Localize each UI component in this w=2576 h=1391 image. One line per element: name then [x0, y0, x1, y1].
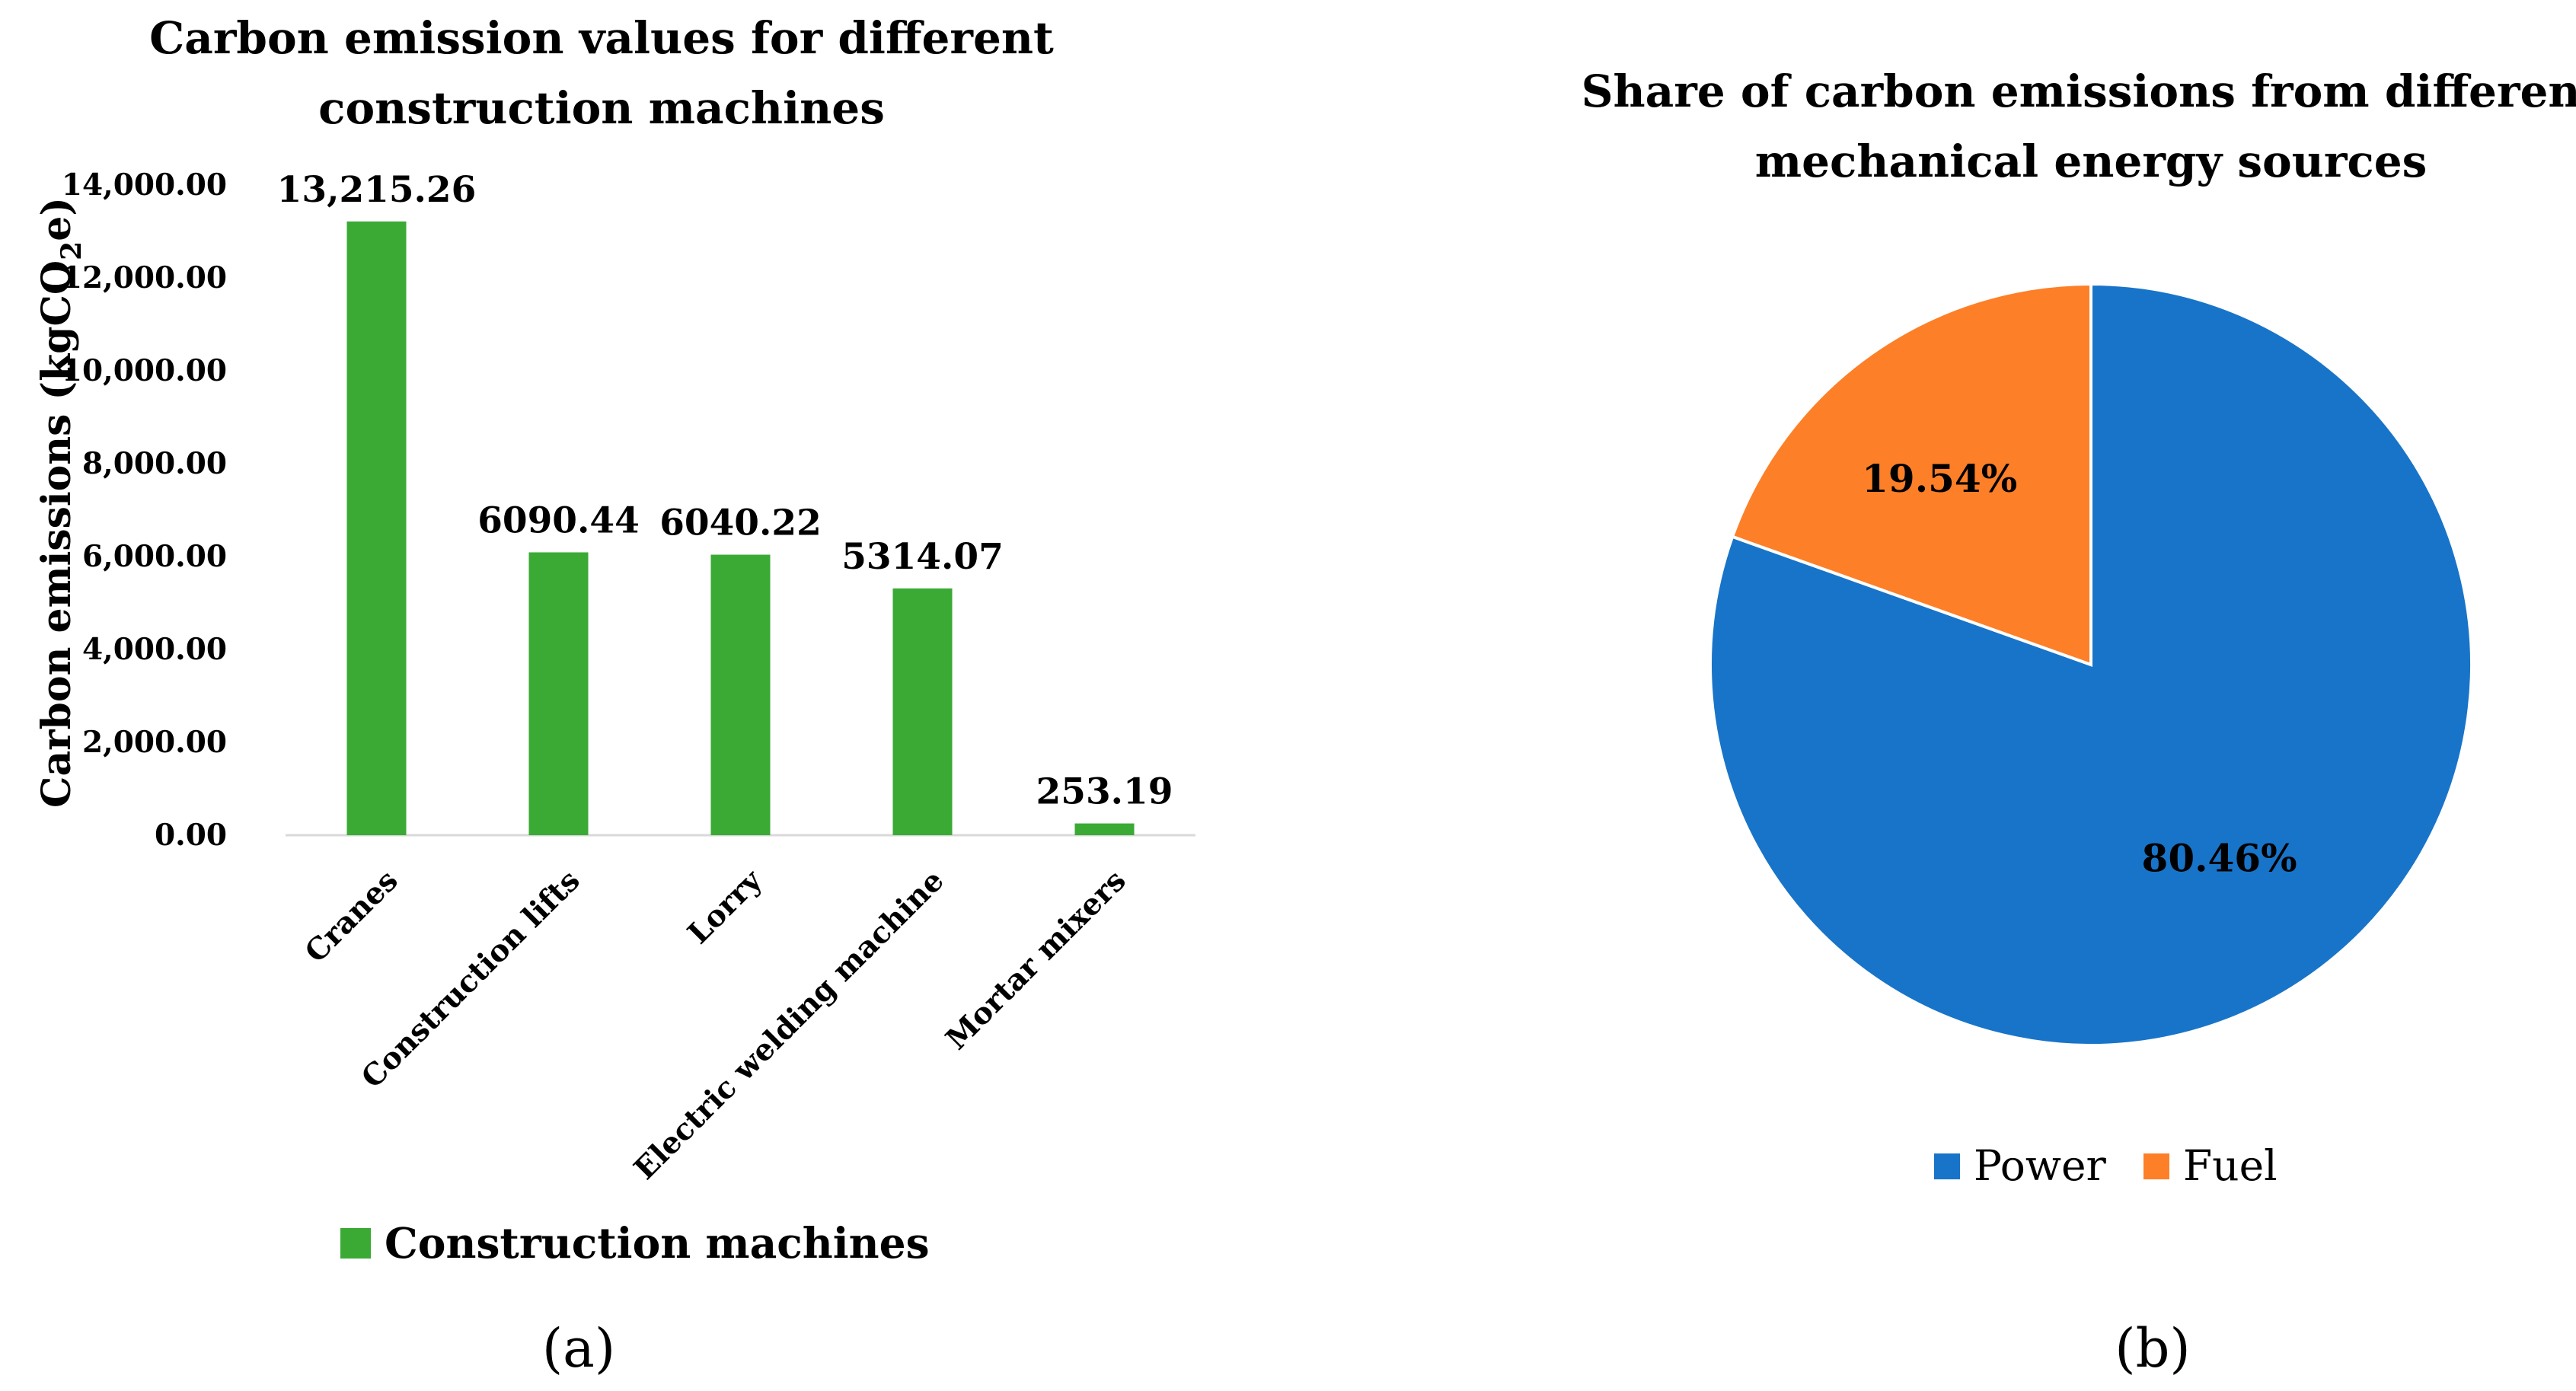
bar-electric-welding-machine [892, 588, 953, 835]
pie-chart-slice-labels: 80.46% 19.54% [1862, 456, 2297, 881]
bar-lorry [710, 554, 771, 835]
bar-chart-bars [346, 221, 1135, 835]
pie-chart-slices [1709, 282, 2473, 1047]
y-tick-label: 6,000.00 [82, 539, 227, 574]
bar-data-label: 253.19 [1036, 771, 1173, 813]
y-tick-label: 2,000.00 [82, 725, 227, 760]
x-category-label: Electric welding machine [627, 863, 951, 1187]
bar-chart-title-line-1: Carbon emission values for different [149, 12, 1054, 64]
y-tick-label: 10,000.00 [62, 353, 227, 388]
pie-legend-swatch-fuel [2143, 1153, 2169, 1179]
bar-chart-title-line-2: construction machines [318, 82, 885, 134]
bar-data-label: 5314.07 [841, 536, 1004, 578]
pie-legend-label-power: Power [1974, 1141, 2107, 1190]
bar-data-label: 13,215.26 [277, 169, 477, 211]
bar-data-label: 6090.44 [477, 499, 640, 541]
bar-data-label: 6040.22 [659, 502, 822, 544]
pie-slice-label: 80.46% [2142, 835, 2297, 880]
pie-chart: Share of carbon emissions from different… [1582, 65, 2576, 1380]
bar-cranes [346, 221, 407, 835]
bar-chart-y-ticks: 0.00 2,000.00 4,000.00 6,000.00 8,000.00 10,0… [62, 167, 227, 853]
bar-chart-legend-swatch [340, 1228, 371, 1259]
bar-chart-y-axis-label: Carbon emissions (kgCO2e) [34, 197, 88, 808]
x-category-label: Lorry [681, 863, 769, 951]
pie-slice-label: 19.54% [1862, 456, 2017, 501]
bar-chart-data-labels: 13,215.26 6090.44 6040.22 5314.07 253.19 [277, 169, 1173, 813]
pie-chart-title-line-2: mechanical energy sources [1755, 136, 2428, 187]
bar-chart-legend-label: Construction machines [385, 1218, 930, 1268]
x-category-label: Cranes [298, 863, 405, 970]
x-category-label: Mortar mixers [939, 863, 1132, 1057]
y-tick-label: 12,000.00 [62, 260, 227, 295]
pie-legend-swatch-power [1934, 1153, 1960, 1179]
y-tick-label: 8,000.00 [82, 446, 227, 481]
y-tick-label: 14,000.00 [62, 167, 227, 203]
bar-construction-lifts [528, 552, 589, 835]
bar-chart: Carbon emission values for different con… [34, 12, 1195, 1380]
y-tick-label: 0.00 [155, 818, 227, 853]
bar-mortar-mixers [1074, 823, 1135, 835]
pie-slice-fuel [1730, 282, 2092, 667]
pie-legend-label-fuel: Fuel [2183, 1141, 2278, 1190]
panel-label-b: (b) [2115, 1317, 2190, 1380]
panel-label-a: (a) [542, 1317, 615, 1380]
pie-chart-title-line-1: Share of carbon emissions from different [1582, 65, 2576, 117]
y-tick-label: 4,000.00 [82, 632, 227, 667]
